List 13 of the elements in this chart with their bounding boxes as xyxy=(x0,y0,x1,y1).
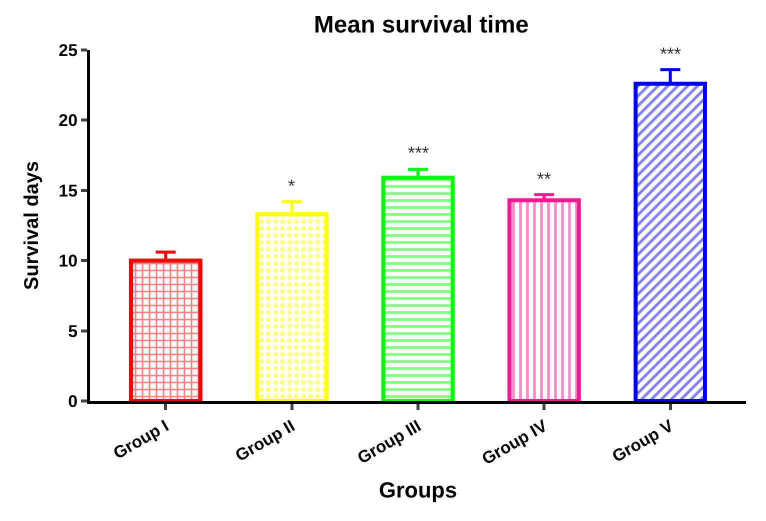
y-tick-label: 5 xyxy=(68,322,78,341)
y-tick-label: 15 xyxy=(58,181,78,200)
y-tick-label: 20 xyxy=(58,111,78,130)
y-axis-title: Survival days xyxy=(21,161,44,290)
annotation: *** xyxy=(660,44,682,64)
chart-title: Mean survival time xyxy=(314,11,529,38)
annotation: *** xyxy=(408,143,430,163)
y-tick-label: 10 xyxy=(58,252,78,271)
annotation: ** xyxy=(537,169,552,189)
x-axis-title: Groups xyxy=(378,478,458,503)
y-tick-label: 25 xyxy=(58,40,78,60)
annotation: * xyxy=(288,176,296,196)
y-tick-label: 0 xyxy=(68,392,78,411)
